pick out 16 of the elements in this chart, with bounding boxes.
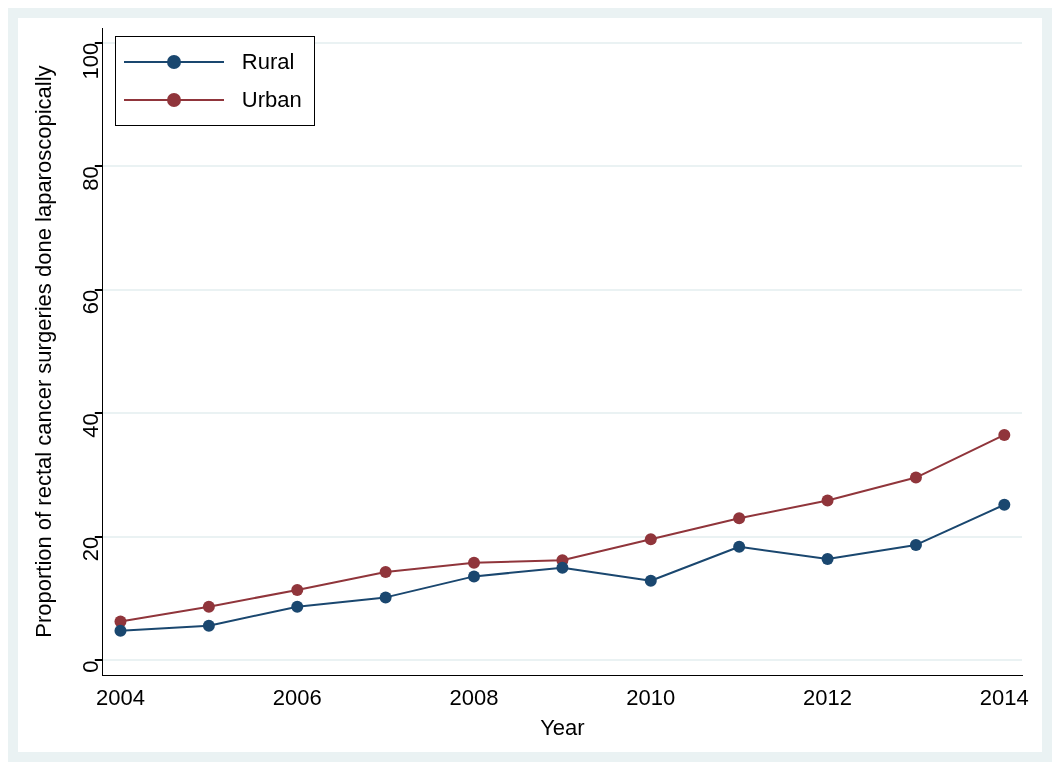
y-tick-label: 100 [77,42,103,80]
x-tick-label: 2004 [96,685,145,711]
y-tick-label: 0 [77,660,103,673]
y-axis-title: Proportion of rectal cancer surgeries done laparoscopically [31,65,57,638]
y-tick-label: 80 [77,166,103,191]
legend-label: Urban [241,87,302,113]
x-tick-label: 2012 [803,685,853,711]
x-tick-label: 2006 [272,685,322,711]
y-tick-label: 60 [77,289,103,315]
y-tick-label: 40 [77,413,103,438]
legend-label: Rural [241,49,295,75]
x-tick-label: 2014 [979,685,1029,711]
y-tick-label: 20 [77,536,103,562]
x-axis-title: Year [540,714,585,740]
x-tick-label: 2010 [626,685,676,711]
x-tick-label: 2008 [449,685,499,711]
